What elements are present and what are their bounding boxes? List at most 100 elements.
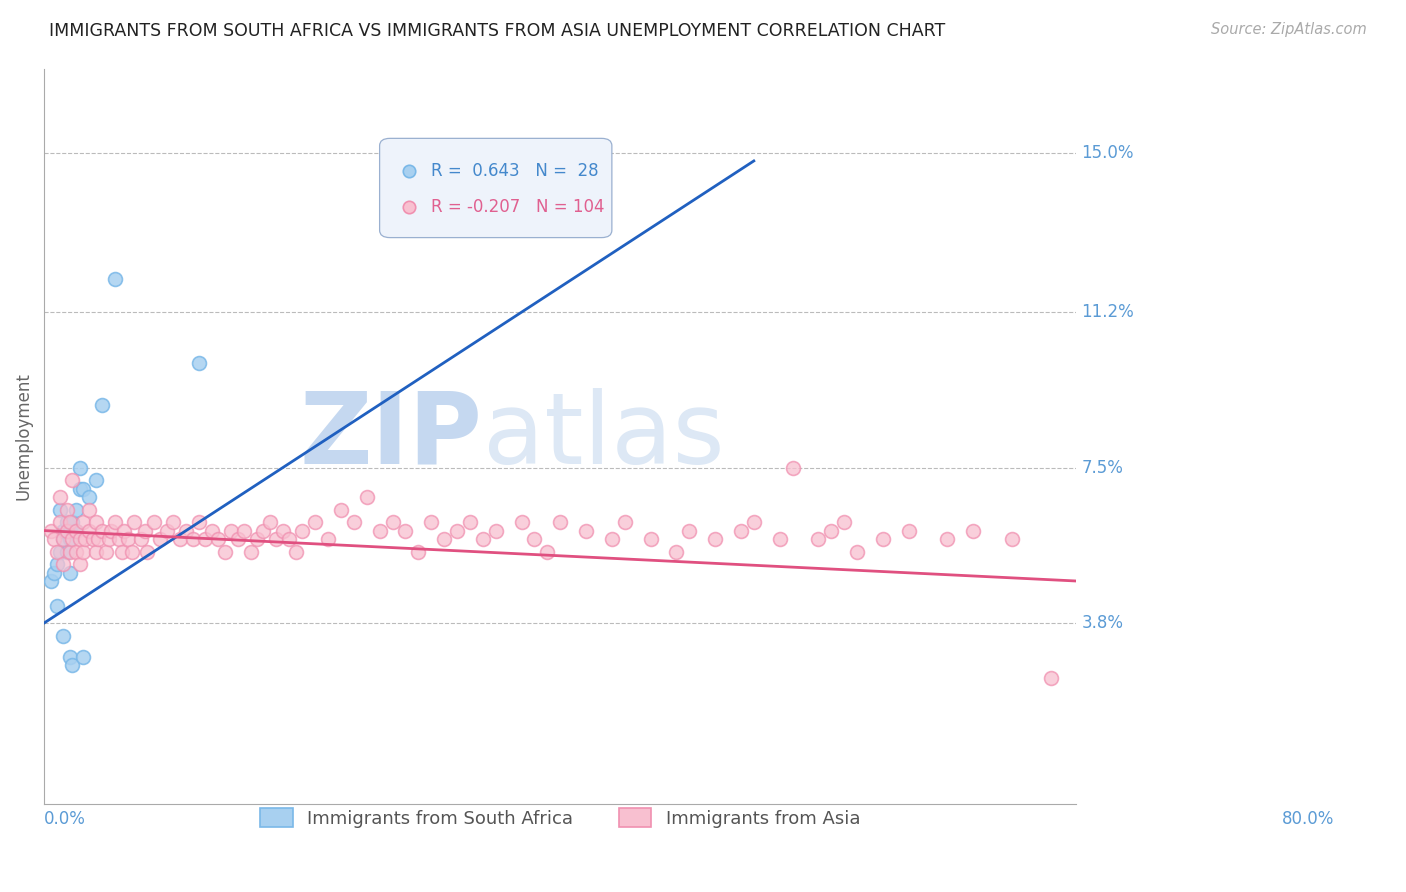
Point xyxy=(433,532,456,546)
Point xyxy=(72,544,94,558)
Point xyxy=(897,524,920,538)
Point xyxy=(156,524,179,538)
Point xyxy=(768,532,790,546)
Point xyxy=(48,544,70,558)
Point xyxy=(678,524,700,538)
Point xyxy=(56,502,79,516)
Point xyxy=(742,515,765,529)
Text: 0.0%: 0.0% xyxy=(44,810,86,828)
Text: 3.8%: 3.8% xyxy=(1081,614,1123,632)
Point xyxy=(201,524,224,538)
Point xyxy=(97,532,120,546)
Point xyxy=(62,658,84,673)
Point xyxy=(207,532,229,546)
Point xyxy=(188,515,211,529)
Point xyxy=(446,524,468,538)
Point xyxy=(100,524,122,538)
Point xyxy=(134,524,156,538)
Legend: Immigrants from South Africa, Immigrants from Asia: Immigrants from South Africa, Immigrants… xyxy=(253,801,868,835)
Text: ZIP: ZIP xyxy=(299,388,482,484)
Point xyxy=(219,524,242,538)
Point xyxy=(278,532,301,546)
Text: R =  0.643   N =  28: R = 0.643 N = 28 xyxy=(432,162,599,180)
Point xyxy=(65,502,87,516)
Point xyxy=(72,515,94,529)
Point xyxy=(485,524,508,538)
Point xyxy=(91,398,114,412)
Point xyxy=(44,532,66,546)
Point xyxy=(72,482,94,496)
Point xyxy=(1001,532,1024,546)
Point xyxy=(62,532,84,546)
Point xyxy=(117,532,139,546)
Point xyxy=(87,532,110,546)
Point xyxy=(291,524,314,538)
Point xyxy=(233,524,256,538)
Text: Source: ZipAtlas.com: Source: ZipAtlas.com xyxy=(1211,22,1367,37)
Point xyxy=(226,532,249,546)
Point xyxy=(329,502,352,516)
Point xyxy=(48,515,70,529)
FancyBboxPatch shape xyxy=(380,138,612,237)
Point xyxy=(46,544,69,558)
Point xyxy=(69,558,91,572)
Point xyxy=(84,473,107,487)
Point xyxy=(104,515,127,529)
Point xyxy=(69,532,91,546)
Point xyxy=(59,532,82,546)
Point xyxy=(46,558,69,572)
Point xyxy=(39,574,62,588)
Point xyxy=(704,532,727,546)
Point xyxy=(104,271,127,285)
Point xyxy=(807,532,830,546)
Point xyxy=(259,515,281,529)
Point xyxy=(59,524,82,538)
Point xyxy=(129,532,152,546)
Point xyxy=(59,649,82,664)
Point xyxy=(962,524,984,538)
Point xyxy=(820,524,842,538)
Point xyxy=(56,524,79,538)
Text: atlas: atlas xyxy=(482,388,724,484)
Point xyxy=(194,532,217,546)
Point xyxy=(271,524,294,538)
Point xyxy=(77,524,100,538)
Point xyxy=(52,629,75,643)
Text: 80.0%: 80.0% xyxy=(1282,810,1334,828)
Text: R = -0.207   N = 104: R = -0.207 N = 104 xyxy=(432,197,605,216)
Point xyxy=(872,532,894,546)
Point xyxy=(59,566,82,580)
Point xyxy=(121,544,143,558)
Point xyxy=(52,532,75,546)
Point xyxy=(65,524,87,538)
Point xyxy=(69,460,91,475)
Text: 15.0%: 15.0% xyxy=(1081,144,1135,161)
Point xyxy=(136,544,159,558)
Point xyxy=(1039,671,1062,685)
Point xyxy=(575,524,598,538)
Point xyxy=(84,544,107,558)
Point xyxy=(169,532,191,546)
Point xyxy=(782,460,804,475)
Point xyxy=(52,524,75,538)
Text: 11.2%: 11.2% xyxy=(1081,303,1135,321)
Point xyxy=(613,515,636,529)
Point xyxy=(730,524,752,538)
Y-axis label: Unemployment: Unemployment xyxy=(15,372,32,500)
Point xyxy=(44,566,66,580)
Point xyxy=(48,502,70,516)
Point xyxy=(536,544,558,558)
Point xyxy=(69,482,91,496)
Point xyxy=(640,532,662,546)
Point xyxy=(46,599,69,614)
Point xyxy=(471,532,494,546)
Point xyxy=(62,515,84,529)
Point xyxy=(600,532,623,546)
Point xyxy=(381,515,404,529)
Point xyxy=(458,515,481,529)
Point xyxy=(846,544,869,558)
Point xyxy=(48,490,70,504)
Text: IMMIGRANTS FROM SOUTH AFRICA VS IMMIGRANTS FROM ASIA UNEMPLOYMENT CORRELATION CH: IMMIGRANTS FROM SOUTH AFRICA VS IMMIGRAN… xyxy=(49,22,945,40)
Point xyxy=(548,515,571,529)
Point xyxy=(108,532,131,546)
